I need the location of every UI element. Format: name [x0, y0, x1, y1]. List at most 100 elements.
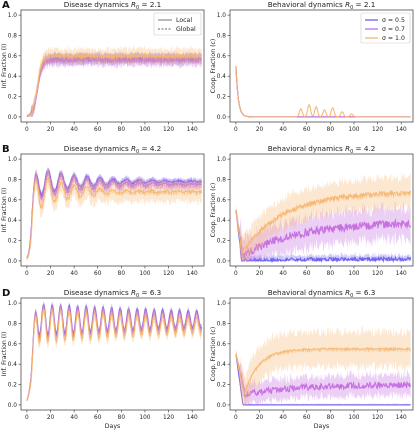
x-tick-label: 20 — [256, 127, 264, 133]
y-tick-label: 0.6 — [217, 342, 227, 348]
legend-label: σ = 0.7 — [382, 26, 405, 33]
x-tick-label: 100 — [139, 127, 150, 133]
x-tick-label: 60 — [94, 271, 102, 277]
x-tick-label: 20 — [256, 271, 264, 277]
y-tick-label: 0.2 — [8, 95, 18, 101]
series-global-sigma_0_7 — [26, 58, 202, 117]
x-tick-label: 120 — [372, 415, 383, 421]
x-tick-label: 100 — [348, 127, 359, 133]
x-tick-label: 0 — [234, 127, 238, 133]
y-tick-label: 0.0 — [217, 259, 227, 265]
series-line-sigma_0_7 — [26, 172, 203, 259]
x-tick-label: 0 — [25, 415, 29, 421]
panel-title: Disease dynamics R0 = 4.2 — [64, 144, 162, 155]
x-tick-label: 80 — [327, 271, 335, 277]
x-tick-label: 0 — [234, 271, 238, 277]
x-tick-label: 80 — [118, 127, 126, 133]
panel-0: 0.0 0.2 0.4 0.6 0.8 1.0 0 20 40 60 80 100 120 140 Dise… — [1, 0, 205, 133]
x-tick-label: 20 — [256, 415, 264, 421]
x-tick-label: 120 — [163, 271, 174, 277]
axes-frame — [229, 153, 414, 267]
x-tick-label: 40 — [70, 271, 78, 277]
panel-5: 0.0 0.2 0.4 0.6 0.8 1.0 0 20 40 60 80 100 120 140 Beha… — [210, 288, 414, 430]
panel-letter: D — [2, 288, 10, 299]
panel-1: 0.0 0.2 0.4 0.6 0.8 1.0 0 20 40 60 80 100 120 140 Beha… — [210, 0, 414, 133]
x-tick-label: 20 — [47, 127, 55, 133]
y-tick-label: 0.6 — [8, 342, 18, 348]
series-band-sigma_0_7 — [26, 302, 202, 402]
x-tick-label: 20 — [47, 415, 55, 421]
x-tick-label: 0 — [234, 415, 238, 421]
axes-frame — [20, 9, 205, 123]
y-tick-label: 0.2 — [217, 383, 227, 389]
y-tick-label: 0.4 — [217, 74, 227, 80]
y-axis-label: Inf. Fraction (I) — [1, 188, 8, 233]
y-tick-label: 0.2 — [8, 239, 18, 245]
y-tick-label: 0.0 — [217, 403, 227, 409]
series-band-sigma_0_7 — [235, 200, 411, 261]
series-global-sigma_0_5 — [235, 355, 411, 406]
y-tick-label: 0.8 — [8, 321, 18, 327]
y-tick-label: 0.0 — [8, 115, 18, 121]
series-global-sigma_1_0 — [26, 311, 202, 401]
y-tick-label: 0.6 — [8, 54, 18, 60]
series-global-sigma_0_7 — [235, 211, 411, 259]
y-tick-label: 0.0 — [8, 403, 18, 409]
x-tick-label: 80 — [327, 415, 335, 421]
legend-disease: Local Global — [153, 12, 202, 36]
series-group — [26, 44, 203, 117]
panel-3: 0.0 0.2 0.4 0.6 0.8 1.0 0 20 40 60 80 100 120 140 Beha… — [210, 144, 414, 277]
y-tick-label: 0.0 — [8, 259, 18, 265]
y-axis-label: Coop. Fraction (c) — [210, 327, 217, 382]
x-tick-label: 100 — [139, 415, 150, 421]
y-tick-label: 1.0 — [8, 13, 18, 19]
axes-frame — [20, 297, 205, 411]
x-axis-label: Days — [314, 423, 329, 430]
x-tick-label: 80 — [118, 415, 126, 421]
y-tick-label: 1.0 — [217, 157, 227, 163]
y-tick-label: 0.4 — [217, 218, 227, 224]
series-global-sigma_1_0 — [235, 67, 411, 118]
y-tick-label: 0.2 — [217, 95, 227, 101]
series-global-sigma_0_5 — [235, 67, 411, 118]
y-tick-label: 0.6 — [217, 198, 227, 204]
panel-letter: A — [2, 0, 10, 11]
legend-label: Global — [176, 26, 196, 33]
panel-title: Behavioral dynamics R0 = 2.1 — [268, 0, 376, 11]
series-group — [235, 65, 411, 118]
series-global-sigma_1_0 — [26, 180, 202, 259]
y-tick-label: 1.0 — [8, 157, 18, 163]
x-tick-label: 140 — [187, 415, 198, 421]
series-line-sigma_0_7 — [235, 353, 412, 399]
series-global-sigma_1_0 — [26, 54, 202, 117]
panel-title: Disease dynamics R0 = 2.1 — [64, 0, 162, 11]
y-tick-label: 0.8 — [8, 33, 18, 39]
x-tick-label: 140 — [187, 271, 198, 277]
x-tick-label: 140 — [396, 271, 407, 277]
series-line-sigma_0_7 — [26, 305, 203, 401]
axes-frame — [229, 9, 414, 123]
series-line-sigma_0_5 — [235, 65, 411, 118]
y-tick-label: 1.0 — [217, 301, 227, 307]
series-line-sigma_0_5 — [26, 169, 203, 259]
x-tick-label: 40 — [70, 127, 78, 133]
series-group — [235, 326, 412, 406]
y-axis-label: Coop. Fraction (c) — [210, 39, 217, 94]
x-tick-label: 60 — [303, 415, 311, 421]
x-tick-label: 120 — [163, 415, 174, 421]
panel-2: 0.0 0.2 0.4 0.6 0.8 1.0 0 20 40 60 80 100 120 140 Dise… — [1, 144, 205, 277]
panel-title: Behavioral dynamics R0 = 6.3 — [268, 288, 376, 299]
series-line-sigma_1_0 — [26, 177, 203, 259]
x-tick-label: 40 — [279, 415, 287, 421]
x-tick-label: 100 — [139, 271, 150, 277]
x-tick-label: 120 — [372, 127, 383, 133]
y-tick-label: 0.4 — [8, 362, 18, 368]
x-tick-label: 80 — [118, 271, 126, 277]
legend-box — [153, 12, 202, 36]
x-tick-label: 120 — [372, 271, 383, 277]
panel-title: Disease dynamics R0 = 6.3 — [64, 288, 162, 299]
y-axis-label: Coop. Fraction (c) — [210, 183, 217, 238]
y-tick-label: 0.6 — [8, 198, 18, 204]
panel-letter: B — [2, 144, 10, 155]
y-tick-label: 0.8 — [217, 33, 227, 39]
